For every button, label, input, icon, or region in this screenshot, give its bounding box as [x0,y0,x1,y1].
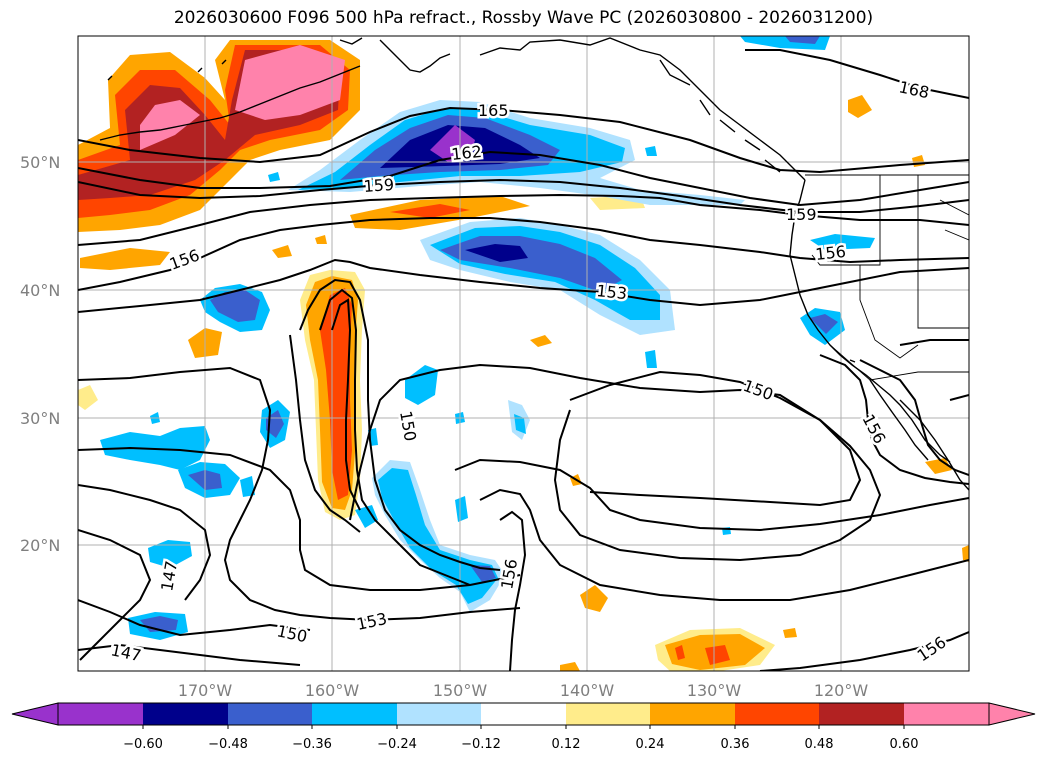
lon-label-170w: 170°W [178,681,233,700]
colorbar-swatch [481,703,566,725]
lon-label-120w: 120°W [814,681,869,700]
colorbar-tick-label: 0.24 [636,737,665,752]
lat-label-40n: 40°N [20,281,60,300]
colorbar-tick-label: −0.36 [292,737,332,752]
colorbar-swatch [650,703,735,725]
lon-label-150w: 150°W [433,681,488,700]
latitude-labels: 50°N 40°N 30°N 20°N [20,153,60,555]
lat-label-30n: 30°N [20,409,60,428]
contour-label: 159 [363,175,395,196]
contour-label: 162 [450,142,482,164]
map-title: 2026030600 F096 500 hPa refract., Rossby… [173,8,874,28]
colorbar-tick-label: 0.48 [805,737,834,752]
colorbar-swatch [58,703,143,725]
colorbar-tick-label: 0.60 [890,737,919,752]
contour-label: 165 [478,101,509,120]
lon-label-130w: 130°W [687,681,742,700]
colorbar-tick-label: −0.12 [461,737,501,752]
contour-label: 156 [814,242,846,264]
map-panel: 165 168 162 159 159 156 156 153 150 150 … [78,36,969,671]
colorbar-frame [57,702,990,726]
colorbar-swatch [735,703,819,725]
contour-label: 153 [596,281,628,303]
colorbar-swatch [566,703,650,725]
longitude-labels: 170°W 160°W 150°W 140°W 130°W 120°W [178,681,869,700]
colorbar-swatch [904,703,989,725]
colorbar-extend-low [11,702,59,726]
colorbar-tick-label: −0.60 [123,737,163,752]
colorbar-swatch [228,703,312,725]
lat-label-20n: 20°N [20,536,60,555]
lon-label-160w: 160°W [305,681,360,700]
colorbar-swatch [312,703,397,725]
height-contours [78,49,969,671]
colorbar-tick-label: −0.24 [377,737,417,752]
colorbar: −0.60 −0.48 −0.36 −0.24 −0.12 0.12 0.24 … [11,702,1036,752]
contour-label: 147 [109,640,143,665]
colorbar-tick-label: 0.12 [552,737,581,752]
coastlines [99,37,969,491]
colorbar-tick-label: −0.48 [208,737,248,752]
colorbar-extend-high [988,702,1036,726]
map-frame [77,35,970,672]
contour-label: 159 [786,205,817,224]
lat-label-50n: 50°N [20,153,60,172]
lon-label-140w: 140°W [560,681,615,700]
colorbar-swatch [819,703,904,725]
colorbar-swatch [143,703,228,725]
colorbar-tick-label: 0.36 [721,737,750,752]
colorbar-swatch [397,703,481,725]
